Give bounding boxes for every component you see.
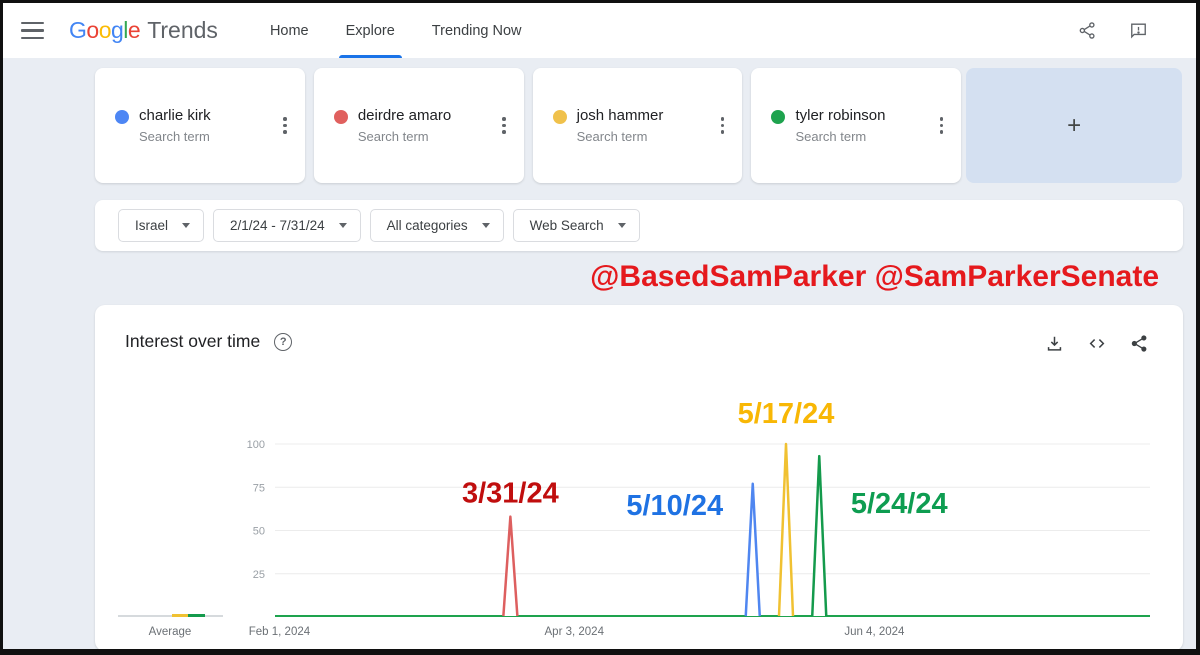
series-spike-0 bbox=[744, 482, 761, 617]
topbar-icons bbox=[1078, 21, 1148, 40]
feedback-icon[interactable] bbox=[1129, 21, 1148, 40]
series-color-dot bbox=[771, 110, 786, 124]
date-range-filter-dropdown[interactable]: 2/1/24 - 7/31/24 bbox=[213, 209, 361, 242]
embed-icon[interactable] bbox=[1087, 334, 1107, 353]
chart-title: Interest over time bbox=[125, 331, 261, 351]
series-spike-1 bbox=[502, 515, 519, 617]
spike-date-annotation-3: 5/24/24 bbox=[851, 488, 948, 520]
y-axis-label: 75 bbox=[253, 482, 265, 494]
chevron-down-icon bbox=[338, 223, 347, 228]
tab-home[interactable]: Home bbox=[269, 22, 309, 39]
kebab-menu-icon[interactable] bbox=[934, 113, 950, 138]
y-axis-label: 25 bbox=[253, 569, 265, 581]
plus-icon: + bbox=[1067, 111, 1082, 139]
category-filter-dropdown[interactable]: All categories bbox=[369, 209, 504, 242]
menu-icon[interactable] bbox=[21, 21, 44, 40]
region-filter-dropdown[interactable]: Israel bbox=[118, 209, 205, 242]
x-axis-label: Apr 3, 2024 bbox=[545, 626, 605, 638]
y-axis-label: 50 bbox=[253, 526, 265, 538]
chevron-down-icon bbox=[481, 223, 490, 228]
chart-header: Interest over time ? bbox=[125, 331, 293, 352]
x-axis-label: Feb 1, 2024 bbox=[249, 626, 311, 638]
term-type-label: Search term bbox=[139, 129, 210, 144]
add-comparison-button[interactable]: + bbox=[966, 68, 1183, 183]
series-color-dot bbox=[552, 110, 567, 124]
term-name: charlie kirk bbox=[139, 107, 211, 124]
series-color-dot bbox=[333, 110, 348, 124]
help-icon[interactable]: ? bbox=[274, 332, 293, 351]
chevron-down-icon bbox=[182, 223, 191, 228]
term-type-label: Search term bbox=[357, 129, 429, 144]
x-axis-label: Jun 4, 2024 bbox=[844, 626, 905, 638]
topbar: Google Trends Home Explore Trending Now bbox=[3, 3, 1196, 58]
series-spike-2 bbox=[777, 442, 795, 617]
term-name: deirdre amaro bbox=[357, 107, 452, 124]
spike-date-annotation-2: 5/17/24 bbox=[738, 398, 835, 430]
spike-date-annotation-0: 5/10/24 bbox=[626, 490, 723, 522]
term-name: tyler robinson bbox=[795, 107, 886, 124]
chart-share-icon[interactable] bbox=[1130, 334, 1149, 353]
term-card-tyler-robinson[interactable]: tyler robinson Search term bbox=[751, 68, 962, 183]
term-type-label: Search term bbox=[576, 129, 648, 144]
term-card-josh-hammer[interactable]: josh hammer Search term bbox=[532, 68, 743, 183]
spike-date-annotation-1: 3/31/24 bbox=[462, 478, 559, 510]
interest-over-time-chart: 25 50 75 100 Feb 1, 2024 Apr 3, 2024 Jun 4, 20… bbox=[118, 398, 1150, 638]
google-logo-letters: Google bbox=[69, 17, 141, 43]
tab-explore[interactable]: Explore bbox=[338, 3, 402, 58]
interest-over-time-card: Interest over time ? 25 50 75 100 Feb 1, 202… bbox=[95, 305, 1183, 649]
chevron-down-icon bbox=[617, 223, 626, 228]
tab-trending-now[interactable]: Trending Now bbox=[431, 22, 522, 39]
average-label: Average bbox=[149, 626, 192, 638]
search-type-filter-dropdown[interactable]: Web Search bbox=[512, 209, 640, 242]
term-name: josh hammer bbox=[576, 107, 664, 124]
share-icon[interactable] bbox=[1078, 21, 1097, 40]
term-card-deirdre-amaro[interactable]: deirdre amaro Search term bbox=[313, 68, 524, 183]
term-card-charlie-kirk[interactable]: charlie kirk Search term bbox=[95, 68, 305, 183]
chart-toolbar bbox=[1045, 334, 1149, 353]
google-trends-logo[interactable]: Google Trends bbox=[69, 17, 218, 44]
search-terms-row: charlie kirk Search term deirdre amaro S… bbox=[95, 68, 1183, 183]
main-nav: Home Explore Trending Now bbox=[270, 3, 522, 58]
kebab-menu-icon[interactable] bbox=[277, 113, 293, 138]
logo-suffix: Trends bbox=[147, 17, 218, 43]
kebab-menu-icon[interactable] bbox=[715, 113, 731, 138]
watermark-text: @BasedSamParker @SamParkerSenate bbox=[590, 260, 1159, 293]
term-type-label: Search term bbox=[795, 129, 867, 144]
series-spike-3 bbox=[811, 454, 828, 617]
series-color-dot bbox=[115, 110, 129, 124]
y-axis-label: 100 bbox=[247, 439, 265, 451]
download-icon[interactable] bbox=[1045, 334, 1064, 353]
filter-bar: Israel 2/1/24 - 7/31/24 All categories W… bbox=[95, 200, 1183, 251]
kebab-menu-icon[interactable] bbox=[496, 113, 512, 138]
